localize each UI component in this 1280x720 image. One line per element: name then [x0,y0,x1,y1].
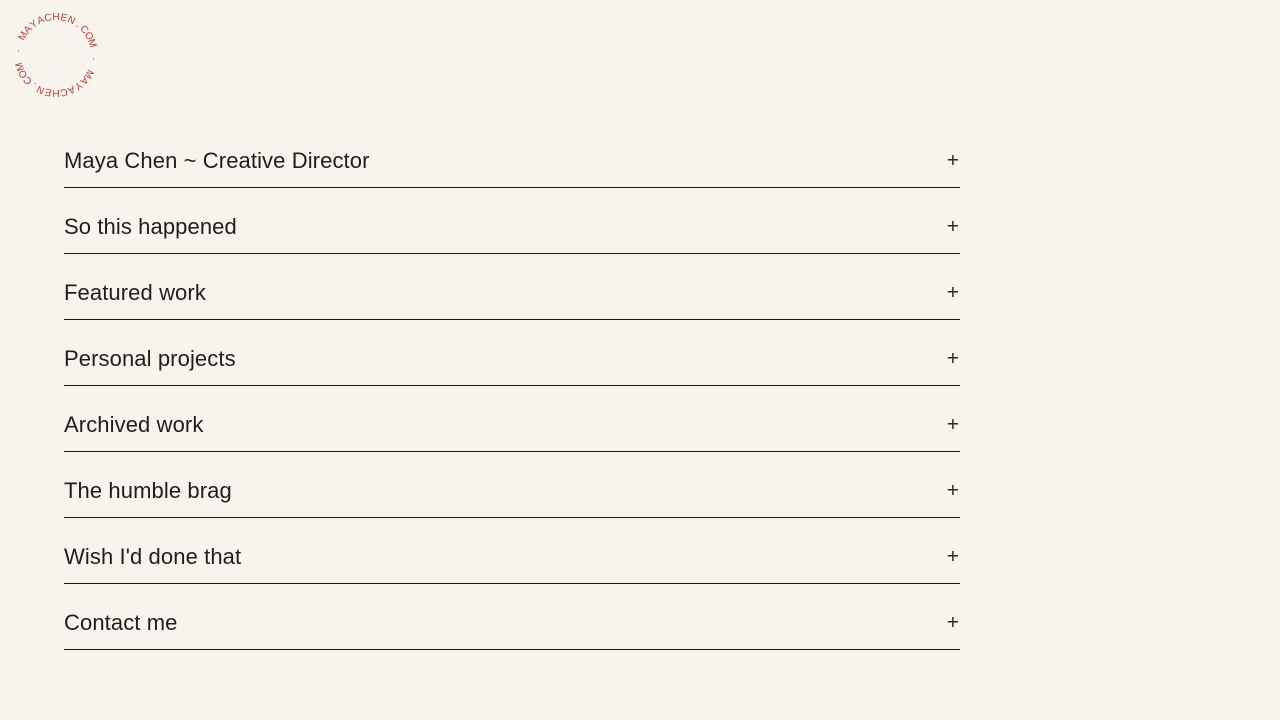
plus-icon[interactable]: + [946,413,959,436]
accordion-item-label: Maya Chen ~ Creative Director [64,147,370,173]
accordion-item-maya-chen-creative-director[interactable]: Maya Chen ~ Creative Director + [64,122,960,188]
plus-icon[interactable]: + [946,281,959,304]
accordion-item-label: Featured work [64,279,206,305]
plus-icon[interactable]: + [946,149,959,172]
plus-icon[interactable]: + [946,347,959,370]
plus-icon[interactable]: + [946,611,959,634]
plus-icon[interactable]: + [946,215,959,238]
accordion-item-archived-work[interactable]: Archived work + [64,386,960,452]
accordion-item-the-humble-brag[interactable]: The humble brag + [64,452,960,518]
accordion-item-wish-id-done-that[interactable]: Wish I'd done that + [64,518,960,584]
accordion-item-label: The humble brag [64,477,232,503]
accordion-item-personal-projects[interactable]: Personal projects + [64,320,960,386]
accordion-item-label: Personal projects [64,345,236,371]
accordion-item-so-this-happened[interactable]: So this happened + [64,188,960,254]
accordion-item-label: Contact me [64,609,178,635]
accordion-list: Maya Chen ~ Creative Director + So this … [64,122,960,650]
plus-icon[interactable]: + [946,545,959,568]
accordion-item-contact-me[interactable]: Contact me + [64,584,960,650]
accordion-item-featured-work[interactable]: Featured work + [64,254,960,320]
accordion-item-label: Wish I'd done that [64,543,242,569]
accordion-item-label: So this happened [64,213,237,239]
plus-icon[interactable]: + [946,479,959,502]
accordion-item-label: Archived work [64,411,204,437]
